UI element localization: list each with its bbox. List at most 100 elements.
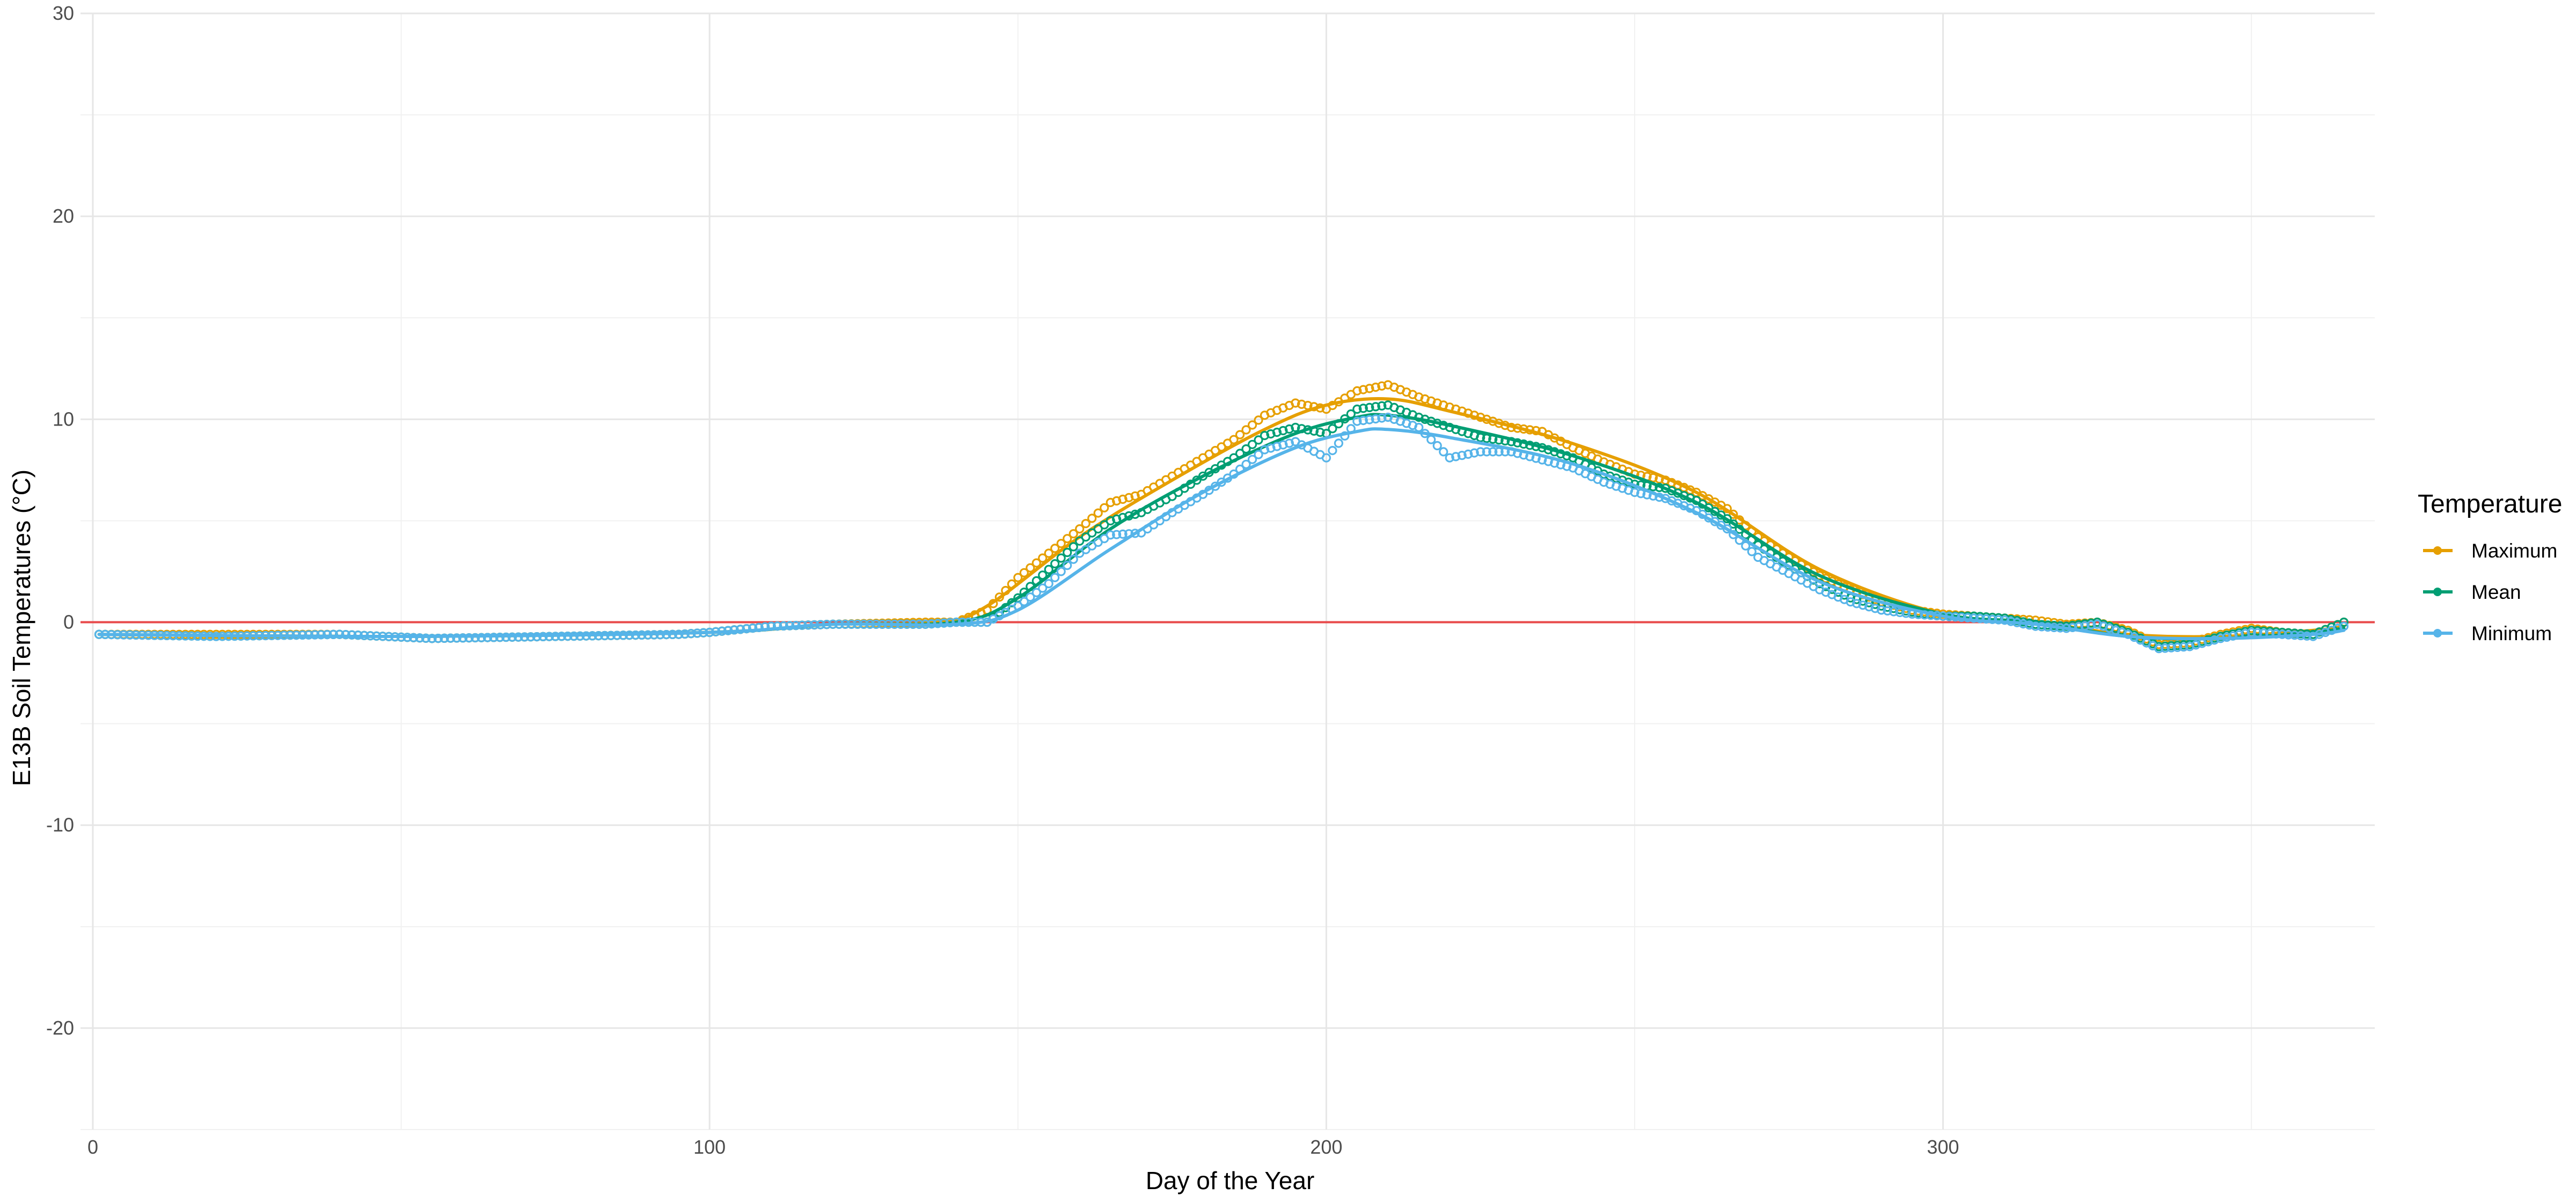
minimum-point bbox=[952, 617, 961, 627]
y-tick-label: -20 bbox=[46, 1017, 74, 1039]
minimum-point bbox=[1426, 435, 1436, 444]
maximum-point bbox=[1112, 496, 1122, 506]
minimum-point bbox=[1118, 529, 1128, 539]
mean-point bbox=[1100, 520, 1109, 530]
minimum-point bbox=[1254, 450, 1263, 459]
mean-point bbox=[1050, 559, 1060, 569]
minimum-point bbox=[2278, 629, 2287, 639]
minimum-point bbox=[939, 618, 949, 628]
minimum-point bbox=[2154, 644, 2164, 654]
minimum-point bbox=[1488, 447, 1498, 457]
maximum-point bbox=[994, 592, 1004, 602]
minimum-point bbox=[470, 633, 480, 643]
legend-key-maximum: Maximum bbox=[2423, 540, 2557, 562]
y-tick-label: -10 bbox=[46, 814, 74, 836]
maximum-point bbox=[1241, 425, 1251, 435]
minimum-point bbox=[335, 629, 345, 639]
legend-key-point bbox=[2433, 629, 2442, 637]
maximum-point bbox=[1247, 420, 1257, 430]
minimum-point bbox=[1877, 605, 1886, 615]
minimum-point bbox=[433, 633, 443, 643]
minimum-point bbox=[1889, 607, 1899, 617]
minimum-smooth-line bbox=[97, 427, 2346, 641]
minimum-point bbox=[1038, 583, 1048, 593]
maximum-point bbox=[1229, 435, 1239, 444]
maximum-point bbox=[1038, 553, 1048, 563]
minimum-point bbox=[1260, 445, 1270, 455]
mean-point bbox=[1075, 536, 1085, 546]
minimum-point bbox=[440, 633, 449, 643]
maximum-smooth-line bbox=[97, 397, 2346, 639]
maximum-point bbox=[1254, 415, 1263, 425]
y-tick-label: 20 bbox=[53, 205, 74, 227]
minimum-point bbox=[328, 629, 338, 640]
minimum-point bbox=[1026, 592, 1035, 602]
minimum-point bbox=[1050, 573, 1060, 582]
minimum-point bbox=[1031, 588, 1041, 597]
minimum-point bbox=[458, 633, 468, 643]
legend-label: Mean bbox=[2471, 581, 2521, 603]
mean-point bbox=[1284, 424, 1294, 434]
maximum-point bbox=[1081, 519, 1091, 529]
minimum-point bbox=[445, 633, 456, 643]
maximum-point bbox=[1031, 558, 1041, 568]
minimum-point bbox=[1112, 530, 1122, 539]
maximum-point bbox=[1063, 534, 1072, 544]
mean-point bbox=[1260, 430, 1270, 441]
minimum-point bbox=[1994, 615, 2003, 625]
maximum-point bbox=[1377, 381, 1387, 391]
mean-point bbox=[1729, 519, 1738, 529]
minimum-point bbox=[421, 633, 431, 643]
minimum-point bbox=[1278, 440, 1288, 450]
mean-point bbox=[1247, 439, 1257, 449]
minimum-point bbox=[779, 621, 788, 631]
minimum-point bbox=[1457, 451, 1467, 460]
x-tick-label: 300 bbox=[1927, 1136, 1959, 1158]
minimum-point bbox=[1272, 442, 1282, 451]
mean-point bbox=[1358, 404, 1368, 413]
mean-point bbox=[1056, 553, 1066, 563]
mean-point bbox=[1266, 429, 1276, 439]
minimum-point bbox=[1439, 447, 1448, 457]
minimum-point bbox=[1858, 600, 1868, 610]
minimum-point bbox=[1106, 530, 1115, 540]
minimum-point bbox=[2086, 620, 2096, 630]
minimum-point bbox=[1895, 607, 1905, 618]
maximum-point bbox=[1056, 539, 1066, 548]
minimum-point bbox=[482, 633, 493, 642]
minimum-point bbox=[477, 633, 486, 642]
mean-point bbox=[1106, 516, 1115, 526]
minimum-point bbox=[1352, 416, 1362, 426]
minimum-point bbox=[2000, 615, 2010, 625]
maximum-point bbox=[1013, 573, 1023, 582]
mean-point bbox=[1081, 532, 1091, 542]
legend: Temperature Maximum Mean Minimum bbox=[2418, 490, 2562, 644]
mean-point bbox=[1044, 565, 1053, 574]
maximum-point bbox=[1087, 514, 1097, 523]
minimum-point bbox=[341, 630, 350, 640]
mean-point bbox=[1063, 547, 1072, 558]
minimum-point bbox=[2191, 640, 2201, 650]
mean-point bbox=[1254, 435, 1263, 445]
minimum-point bbox=[1321, 453, 1331, 463]
maximum-point bbox=[1729, 509, 1738, 519]
minimum-point bbox=[1247, 455, 1257, 464]
mean-point bbox=[1241, 444, 1251, 454]
mean-point bbox=[1278, 426, 1288, 436]
minimum-point bbox=[1963, 613, 1973, 622]
minimum-point bbox=[1334, 438, 1343, 448]
maximum-point bbox=[1106, 497, 1115, 508]
maximum-point bbox=[1075, 524, 1085, 534]
minimum-point bbox=[1463, 449, 1473, 459]
mean-point bbox=[1093, 524, 1103, 534]
maximum-point bbox=[1365, 384, 1374, 393]
grid-lines bbox=[80, 12, 2375, 1130]
minimum-point bbox=[1883, 606, 1892, 616]
minimum-point bbox=[1044, 579, 1053, 589]
maximum-point bbox=[1044, 548, 1053, 558]
maximum-point bbox=[1124, 493, 1134, 502]
mean-point bbox=[1371, 402, 1380, 412]
maximum-point bbox=[1093, 508, 1103, 518]
legend-key-point bbox=[2433, 588, 2442, 596]
maximum-point bbox=[1100, 503, 1109, 512]
